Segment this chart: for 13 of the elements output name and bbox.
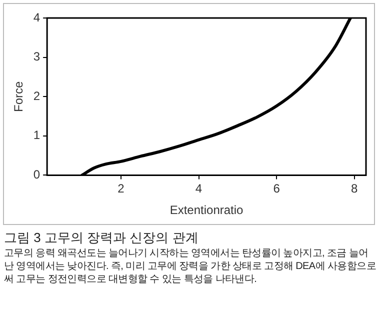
y-tick-label: 4 (33, 10, 40, 24)
x-tick-label: 4 (195, 182, 202, 196)
text: 고무의 응력 왜곡선도는 늘어나기 시작하는 영역에서는 탄성률이 높아지고, 조금 늘어난 영역에서는 낮아진다. 즉, 미리 고무에 장력을 가한 상태로 고정해 DEA에 사용함으로써 고무는 정전인력으로 대변형할 수 있는 특성을 나타낸다. (4, 247, 376, 286)
x-tick-label: 2 (118, 182, 125, 196)
x-tick-label: 8 (350, 182, 358, 196)
x-tick-label: 6 (273, 182, 280, 196)
y-tick-label: 0 (33, 168, 40, 182)
y-tick-label: 3 (33, 50, 40, 64)
text: 그림 3 고무의 장력과 신장의 관계 (4, 229, 198, 247)
y-tick-label: 1 (33, 128, 40, 142)
y-axis-title: Force (12, 80, 26, 112)
y-tick-label: 2 (33, 88, 40, 103)
x-axis-title: Extentionratio (170, 203, 244, 218)
